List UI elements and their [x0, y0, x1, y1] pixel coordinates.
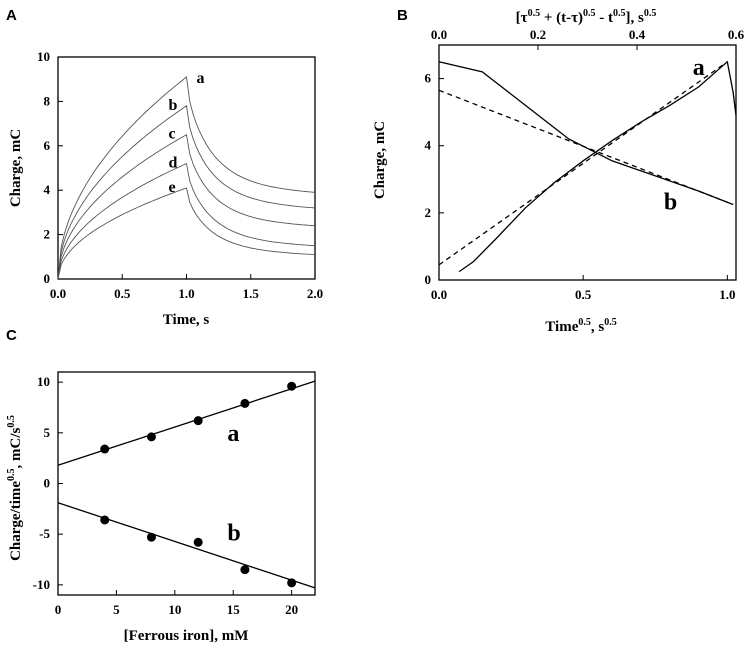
top-xlabel-exp: 0.5 — [613, 8, 626, 19]
data-point-b — [240, 565, 250, 575]
x-tick-label: 0.5 — [575, 287, 592, 302]
x-tick-label: 10 — [168, 602, 181, 617]
fit-line-a — [57, 380, 316, 466]
top-xlabel-part: [τ — [516, 10, 528, 26]
x-tick-label: 1.0 — [178, 286, 194, 301]
y-tick-label: 0 — [425, 272, 432, 287]
top-xlabel-exp: 0.5 — [528, 8, 541, 19]
series-curve-c — [57, 133, 316, 280]
xlabel-exp: 0.5 — [578, 317, 591, 328]
series-line-a-fit — [438, 61, 728, 266]
fit-line-b — [57, 502, 316, 589]
ylabel-mid: , mC/s — [8, 427, 24, 468]
series-curve-b — [57, 105, 316, 280]
data-point-b — [287, 578, 297, 588]
y-tick-label: 10 — [37, 374, 50, 389]
panel-b-ylabel: Charge, mC — [372, 121, 388, 199]
panel-a-ylabel: Charge, mC — [8, 129, 24, 207]
x-tick-label: 20 — [285, 602, 298, 617]
x-tick-label: 1.5 — [243, 286, 260, 301]
y-tick-label: 4 — [425, 138, 432, 153]
y-tick-label: 0 — [44, 271, 51, 286]
data-point-b — [146, 532, 156, 542]
data-point-b — [193, 537, 203, 547]
y-tick-label: 5 — [44, 425, 51, 440]
series-label-b: b — [169, 97, 178, 114]
data-point-a — [240, 398, 250, 408]
series-line-b — [438, 61, 734, 206]
ylabel-exp: 0.5 — [6, 415, 17, 428]
y-tick-label: 0 — [44, 476, 51, 491]
x-tick-label: 2.0 — [307, 286, 323, 301]
data-point-b — [100, 515, 110, 525]
y-tick-label: 2 — [425, 205, 432, 220]
series-line-a — [458, 60, 737, 273]
series-curve-e — [57, 187, 316, 280]
series-label-b: b — [227, 520, 240, 546]
top-x-tick-label: 0.4 — [629, 27, 646, 42]
series-label-b: b — [664, 190, 677, 216]
top-xlabel-exp: 0.5 — [583, 8, 596, 19]
panel-a-xlabel: Time, s — [163, 312, 210, 328]
series-label-e: e — [169, 179, 176, 196]
top-xlabel-part: + (t-τ) — [540, 10, 583, 26]
series-label-c: c — [169, 126, 176, 143]
y-tick-label: 6 — [44, 138, 51, 153]
series-label-a: a — [197, 70, 205, 87]
top-x-tick-label: 0.6 — [728, 27, 745, 42]
y-tick-label: -10 — [33, 577, 50, 592]
x-tick-label: 1.0 — [719, 287, 735, 302]
y-tick-label: 4 — [44, 182, 51, 197]
panel-c-frame — [57, 371, 316, 596]
panel-letter-a: A — [6, 7, 17, 24]
y-tick-label: 8 — [44, 93, 51, 108]
x-tick-label: 5 — [113, 602, 120, 617]
top-xlabel-part: ], s — [626, 10, 644, 26]
x-tick-label: 0 — [55, 602, 62, 617]
data-point-a — [287, 381, 297, 391]
xlabel-exp: 0.5 — [604, 317, 617, 328]
series-label-a: a — [693, 55, 705, 81]
x-tick-label: 0.5 — [114, 286, 131, 301]
top-x-tick-label: 0.0 — [431, 27, 447, 42]
top-xlabel-part: - t — [596, 10, 614, 26]
y-tick-label: 10 — [37, 49, 50, 64]
x-tick-label: 15 — [227, 602, 241, 617]
xlabel-unit: , s — [591, 319, 605, 335]
y-tick-label: 2 — [44, 227, 51, 242]
series-line-b-fit — [438, 89, 734, 206]
panel-c-ylabel: Charge/time0.5, mC/s0.5 — [6, 415, 24, 561]
series-label-a: a — [227, 421, 239, 447]
y-tick-label: -5 — [39, 526, 50, 541]
data-point-a — [146, 432, 156, 442]
x-tick-label: 0.0 — [431, 287, 447, 302]
y-tick-label: 6 — [425, 71, 432, 86]
data-point-a — [193, 416, 203, 426]
ylabel-exp: 0.5 — [6, 468, 17, 481]
panel-c-xlabel: [Ferrous iron], mM — [124, 628, 249, 644]
series-curve-d — [57, 162, 316, 280]
xlabel-main: Time — [545, 319, 578, 335]
top-xlabel-exp: 0.5 — [644, 8, 657, 19]
x-tick-label: 0.0 — [50, 286, 66, 301]
series-label-d: d — [169, 155, 178, 172]
ylabel-main: Charge/time — [8, 481, 24, 561]
panel-b-xlabel: Time0.5, s0.5 — [545, 317, 616, 335]
panel-b-frame — [438, 44, 737, 281]
data-point-a — [100, 444, 110, 454]
panel-b-top-xlabel: [τ0.5 + (t-τ)0.5 - t0.5], s0.5 — [516, 8, 657, 26]
series-curve-a — [57, 76, 316, 280]
panel-letter-b: B — [397, 7, 408, 24]
panel-letter-c: C — [6, 327, 17, 344]
top-x-tick-label: 0.2 — [530, 27, 546, 42]
